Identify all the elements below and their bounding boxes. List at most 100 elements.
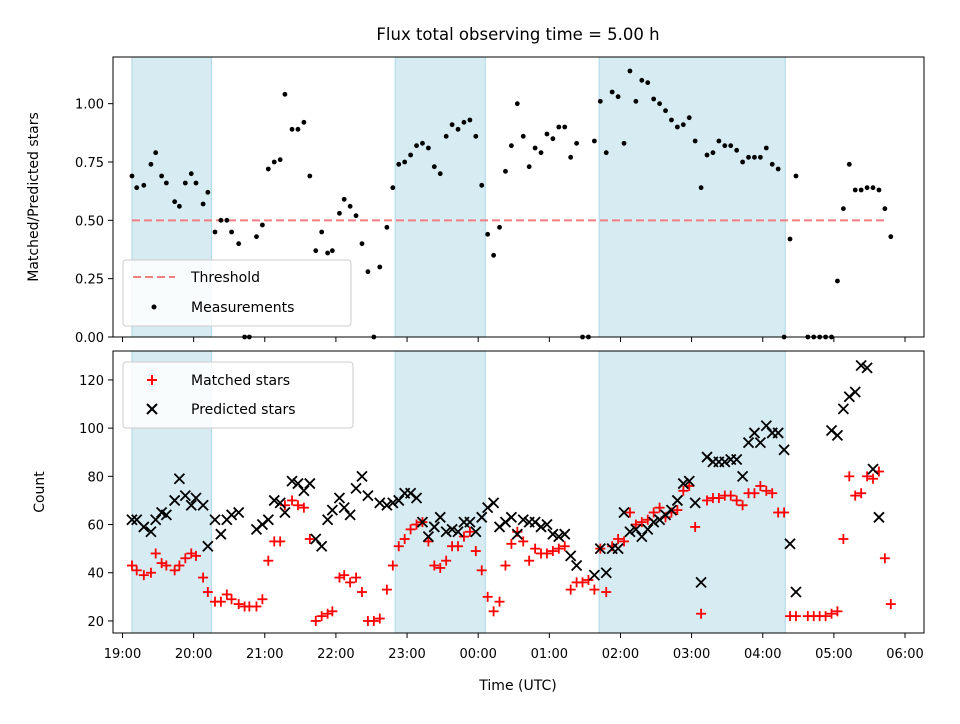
measurement-point — [193, 180, 199, 186]
measurement-point — [390, 185, 396, 191]
predicted-point — [393, 494, 405, 507]
measurement-point — [485, 231, 491, 237]
predicted-point — [784, 538, 796, 550]
measurement-point — [526, 164, 532, 170]
measurement-point — [148, 161, 154, 167]
predicted-point — [873, 511, 885, 523]
chart-title: Flux total observing time = 5.00 h — [376, 25, 659, 44]
measurement-point — [704, 152, 710, 158]
predicted-point — [772, 427, 784, 439]
predicted-point — [665, 504, 678, 516]
measurement-point — [669, 117, 674, 123]
measurement-point — [437, 171, 443, 177]
predicted-point — [138, 521, 150, 533]
measurement-point — [639, 77, 645, 83]
measurement-point — [259, 222, 265, 228]
measurement-point — [307, 173, 313, 179]
measurement-point — [870, 185, 876, 191]
predicted-point — [553, 530, 565, 543]
measurement-point — [568, 154, 574, 160]
predicted-point — [321, 514, 334, 526]
predicted-point — [202, 540, 214, 552]
predicted-point — [274, 497, 286, 509]
predicted-point — [831, 429, 844, 441]
matched-point — [524, 555, 535, 566]
matched-point — [458, 531, 469, 542]
measurement-point — [425, 145, 431, 151]
matched-point — [464, 526, 475, 537]
predicted-point — [316, 540, 328, 552]
ratio-panel: 0.00 0.25 0.50 0.75 1.00 Matched/Predicted s… — [26, 56, 925, 346]
matched-point — [435, 562, 446, 573]
measurement-point — [597, 98, 603, 104]
predicted-point — [476, 511, 488, 523]
measurement-point — [329, 248, 335, 254]
bottom-y-tick-label: 20 — [87, 615, 104, 630]
measurement-point — [461, 119, 467, 125]
measurement-point — [752, 154, 757, 160]
predicted-point — [719, 456, 731, 468]
predicted-point — [600, 567, 612, 579]
bottom-y-tick-label: 60 — [87, 519, 104, 534]
matched-point — [453, 541, 464, 552]
bottom-y-tick-label: 40 — [87, 567, 104, 582]
measurement-point — [663, 108, 668, 114]
x-tick-label: 05:00 — [815, 647, 852, 662]
matched-point — [630, 519, 641, 530]
predicted-point — [333, 492, 346, 504]
measurement-point — [359, 241, 365, 247]
matched-point — [868, 473, 879, 484]
measurement-point — [532, 145, 538, 151]
bottom-y-axis-label: Count — [32, 471, 48, 513]
matched-point — [553, 543, 564, 554]
measurement-point — [852, 187, 858, 193]
predicted-point — [517, 514, 529, 526]
measurement-point — [236, 241, 242, 247]
measurement-point — [384, 224, 390, 230]
matched-point — [696, 608, 707, 619]
matched-point — [850, 490, 861, 501]
matched-point — [322, 608, 333, 619]
predicted-point — [126, 514, 138, 526]
measurement-point — [858, 187, 864, 193]
measurement-point — [603, 150, 609, 156]
measurement-point — [740, 159, 745, 165]
measurement-point — [176, 203, 182, 209]
measurement-point — [254, 234, 259, 240]
predicted-point — [179, 489, 191, 502]
measurement-point — [479, 182, 485, 188]
measurement-point — [277, 157, 283, 163]
predicted-point — [731, 453, 743, 466]
matched-point — [470, 546, 481, 557]
predicted-point — [594, 543, 606, 555]
measurement-point — [775, 166, 781, 172]
legend-measurements-swatch — [151, 304, 157, 310]
matched-point — [879, 553, 890, 564]
measurement-point — [212, 229, 218, 235]
matched-point — [731, 495, 742, 506]
matched-point — [654, 502, 665, 513]
x-tick-label: 06:00 — [886, 647, 923, 662]
count-panel: 20 40 60 80 100 120 19:00 20:00 21:00 22:00 23:00… — [32, 350, 925, 694]
matched-point — [368, 615, 379, 626]
predicted-point — [612, 543, 624, 555]
measurement-point — [538, 150, 544, 156]
measurement-point — [550, 136, 556, 142]
measurement-point — [746, 154, 751, 160]
matched-point — [737, 500, 748, 511]
matched-point — [613, 534, 624, 544]
measurement-point — [680, 122, 686, 128]
predicted-point — [381, 499, 393, 511]
matched-point — [636, 517, 647, 528]
matched-point — [749, 488, 760, 499]
matched-point — [767, 488, 778, 499]
predicted-point — [160, 509, 172, 521]
matched-point — [334, 572, 345, 583]
x-axis-label: Time (UTC) — [478, 678, 556, 694]
matched-point — [263, 555, 274, 566]
predicted-point — [225, 509, 238, 521]
measurement-point — [295, 126, 301, 132]
predicted-point — [326, 504, 338, 516]
top-y-axis-label: Matched/Predicted stars — [26, 112, 42, 282]
